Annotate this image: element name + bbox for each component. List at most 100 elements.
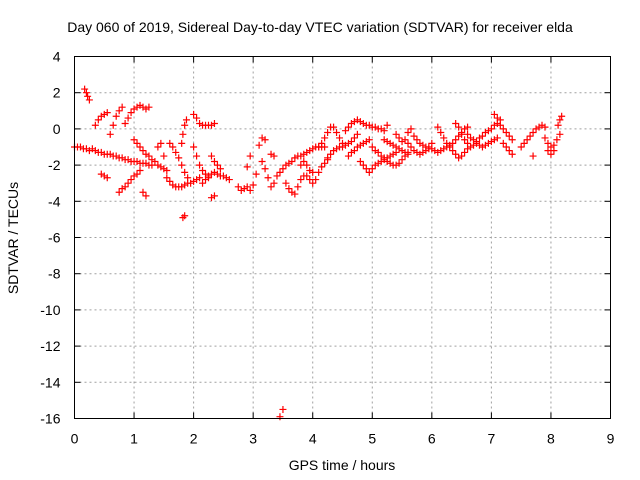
x-tick-label: 6 bbox=[428, 431, 436, 447]
y-tick-label: -16 bbox=[40, 411, 60, 427]
data-point bbox=[330, 123, 338, 131]
data-point bbox=[520, 139, 528, 147]
data-point bbox=[446, 143, 454, 151]
data-point bbox=[541, 123, 549, 131]
data-point bbox=[505, 147, 513, 155]
data-point bbox=[464, 139, 472, 147]
data-point bbox=[529, 152, 537, 160]
data-point bbox=[124, 114, 132, 122]
data-point bbox=[288, 157, 296, 165]
data-point bbox=[136, 143, 144, 151]
data-point bbox=[276, 413, 284, 421]
data-point bbox=[350, 134, 358, 142]
data-point bbox=[127, 176, 135, 184]
data-point bbox=[428, 139, 436, 147]
data-point bbox=[455, 123, 463, 131]
data-point bbox=[264, 174, 272, 182]
data-point bbox=[321, 134, 329, 142]
data-point bbox=[279, 405, 287, 413]
data-point bbox=[145, 103, 153, 111]
data-point bbox=[452, 136, 460, 144]
data-point bbox=[207, 152, 215, 160]
data-point bbox=[181, 212, 189, 220]
data-point bbox=[190, 110, 198, 118]
data-point bbox=[261, 165, 269, 173]
data-points bbox=[71, 85, 566, 421]
data-point bbox=[94, 116, 102, 124]
data-point bbox=[142, 192, 150, 200]
data-point bbox=[318, 139, 326, 147]
axis-ticks: 0 1 2 3 4 5 6 7 8 9 4 2 0 -2 -4 -6 -8 -10 -12 -14 -16 bbox=[40, 49, 614, 447]
data-point bbox=[294, 183, 302, 191]
data-point bbox=[267, 183, 275, 191]
data-point bbox=[130, 136, 138, 144]
data-point bbox=[166, 139, 174, 147]
data-point bbox=[309, 168, 317, 176]
data-point bbox=[356, 157, 364, 165]
data-point bbox=[258, 157, 266, 165]
data-point bbox=[529, 129, 537, 137]
data-point bbox=[172, 148, 180, 156]
y-tick-label: -4 bbox=[48, 193, 61, 209]
x-axis-label: GPS time / hours bbox=[288, 457, 396, 473]
y-tick-label: 2 bbox=[53, 85, 61, 101]
data-point bbox=[193, 114, 201, 122]
data-point bbox=[347, 138, 355, 146]
data-point bbox=[309, 179, 317, 187]
data-point bbox=[273, 172, 281, 180]
data-point bbox=[407, 125, 415, 133]
data-point bbox=[556, 116, 564, 124]
data-point bbox=[157, 139, 165, 147]
y-tick-label: -8 bbox=[48, 266, 61, 282]
data-point bbox=[336, 134, 344, 142]
data-point bbox=[196, 174, 204, 182]
data-point bbox=[179, 214, 187, 222]
data-point bbox=[458, 152, 466, 160]
x-tick-label: 7 bbox=[487, 431, 495, 447]
grid-lines bbox=[74, 56, 611, 419]
data-point bbox=[199, 167, 207, 175]
data-point bbox=[401, 136, 409, 144]
data-point bbox=[458, 130, 466, 138]
data-point bbox=[243, 163, 251, 171]
data-point bbox=[395, 159, 403, 167]
data-point bbox=[109, 121, 117, 129]
plot-frame bbox=[74, 56, 611, 419]
data-point bbox=[178, 139, 186, 147]
y-tick-label: -12 bbox=[40, 338, 60, 354]
data-point bbox=[341, 127, 349, 135]
x-tick-label: 9 bbox=[607, 431, 615, 447]
data-point bbox=[184, 174, 192, 182]
data-point bbox=[452, 150, 460, 158]
data-point bbox=[315, 168, 323, 176]
data-point bbox=[380, 127, 388, 135]
data-point bbox=[502, 143, 510, 151]
x-tick-label: 8 bbox=[547, 431, 555, 447]
data-point bbox=[196, 161, 204, 169]
data-point bbox=[461, 136, 469, 144]
data-point bbox=[190, 143, 198, 151]
data-point bbox=[333, 129, 341, 137]
data-point bbox=[306, 176, 314, 184]
x-tick-label: 3 bbox=[249, 431, 257, 447]
data-point bbox=[163, 174, 171, 182]
data-point bbox=[136, 167, 144, 175]
data-point bbox=[437, 129, 445, 137]
data-point bbox=[124, 179, 132, 187]
data-point bbox=[246, 152, 254, 160]
data-point bbox=[556, 130, 564, 138]
data-point bbox=[496, 116, 504, 124]
data-point bbox=[179, 130, 187, 138]
data-point bbox=[216, 165, 224, 173]
data-point bbox=[508, 136, 516, 144]
data-point bbox=[145, 152, 153, 160]
data-point bbox=[282, 179, 290, 187]
data-point bbox=[365, 168, 373, 176]
data-point bbox=[324, 154, 332, 162]
data-point bbox=[443, 139, 451, 147]
data-point bbox=[270, 152, 278, 160]
data-point bbox=[383, 121, 391, 129]
data-point bbox=[398, 156, 406, 164]
data-point bbox=[318, 163, 326, 171]
